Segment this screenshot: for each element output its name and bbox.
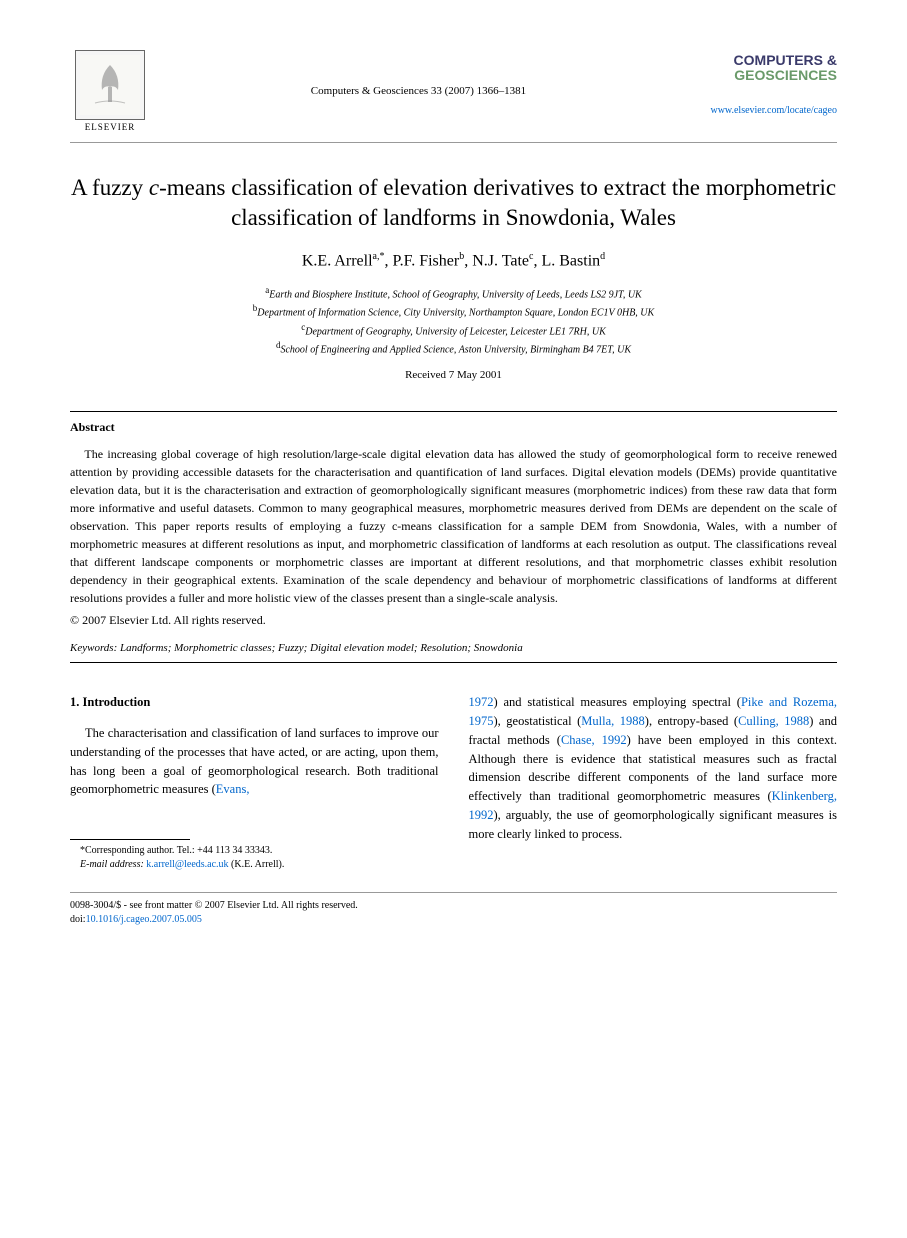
abstract-body: The increasing global coverage of high r… [70, 445, 837, 607]
citation-link[interactable]: Culling, 1988 [738, 714, 809, 728]
keywords-text: Landforms; Morphometric classes; Fuzzy; … [117, 642, 522, 654]
article-title: A fuzzy c-means classification of elevat… [70, 173, 837, 233]
journal-logo: COMPUTERS & GEOSCIENCES [734, 50, 837, 84]
author: K.E. Arrell [302, 252, 373, 269]
author: N.J. Tate [472, 252, 529, 269]
author-list: K.E. Arrella,*, P.F. Fisherb, N.J. Tatec… [70, 251, 837, 270]
affiliations: aEarth and Biosphere Institute, School o… [70, 284, 837, 357]
journal-name-line1: COMPUTERS & [734, 53, 837, 68]
journal-url[interactable]: www.elsevier.com/locate/cageo [687, 105, 837, 116]
keywords: Keywords: Landforms; Morphometric classe… [70, 642, 837, 654]
affiliation: dSchool of Engineering and Applied Scien… [70, 339, 837, 357]
footer: 0098-3004/$ - see front matter © 2007 El… [70, 899, 837, 927]
abstract-heading: Abstract [70, 420, 837, 435]
corresponding-author-footnote: *Corresponding author. Tel.: +44 113 34 … [70, 844, 439, 872]
email-link[interactable]: k.arrell@leeds.ac.uk [146, 859, 228, 870]
citation-link[interactable]: Mulla, 1988 [581, 714, 645, 728]
abstract-bottom-rule [70, 662, 837, 663]
body-columns: 1. Introduction The characterisation and… [70, 693, 837, 872]
affiliation: bDepartment of Information Science, City… [70, 302, 837, 320]
introduction-heading: 1. Introduction [70, 693, 439, 712]
header-divider [70, 142, 837, 143]
journal-reference: Computers & Geosciences 33 (2007) 1366–1… [150, 50, 687, 97]
doi-line: doi:10.1016/j.cageo.2007.05.005 [70, 913, 837, 927]
journal-logo-block: COMPUTERS & GEOSCIENCES www.elsevier.com… [687, 50, 837, 116]
publisher-logo-block: ELSEVIER [70, 50, 150, 132]
intro-paragraph-continued: 1972) and statistical measures employing… [469, 693, 838, 843]
page-header: ELSEVIER Computers & Geosciences 33 (200… [70, 50, 837, 132]
footnote-divider [70, 839, 190, 840]
right-column: 1972) and statistical measures employing… [469, 693, 838, 872]
abstract-copyright: © 2007 Elsevier Ltd. All rights reserved… [70, 613, 837, 628]
citation-link[interactable]: 1972 [469, 695, 494, 709]
affiliation: cDepartment of Geography, University of … [70, 321, 837, 339]
abstract-top-rule [70, 411, 837, 412]
footer-divider [70, 892, 837, 893]
affiliation: aEarth and Biosphere Institute, School o… [70, 284, 837, 302]
keywords-label: Keywords: [70, 642, 117, 654]
received-date: Received 7 May 2001 [70, 369, 837, 381]
author: L. Bastin [541, 252, 600, 269]
author: P.F. Fisher [392, 252, 459, 269]
email-label: E-mail address: [80, 859, 144, 870]
publisher-name: ELSEVIER [85, 122, 136, 132]
left-column: 1. Introduction The characterisation and… [70, 693, 439, 872]
elsevier-tree-icon [75, 50, 145, 120]
citation-link[interactable]: Evans, [216, 782, 250, 796]
journal-name-line2: GEOSCIENCES [734, 68, 837, 83]
citation-link[interactable]: Chase, 1992 [561, 733, 627, 747]
front-matter-line: 0098-3004/$ - see front matter © 2007 El… [70, 899, 837, 913]
intro-paragraph: The characterisation and classification … [70, 724, 439, 799]
doi-link[interactable]: 10.1016/j.cageo.2007.05.005 [86, 914, 202, 925]
